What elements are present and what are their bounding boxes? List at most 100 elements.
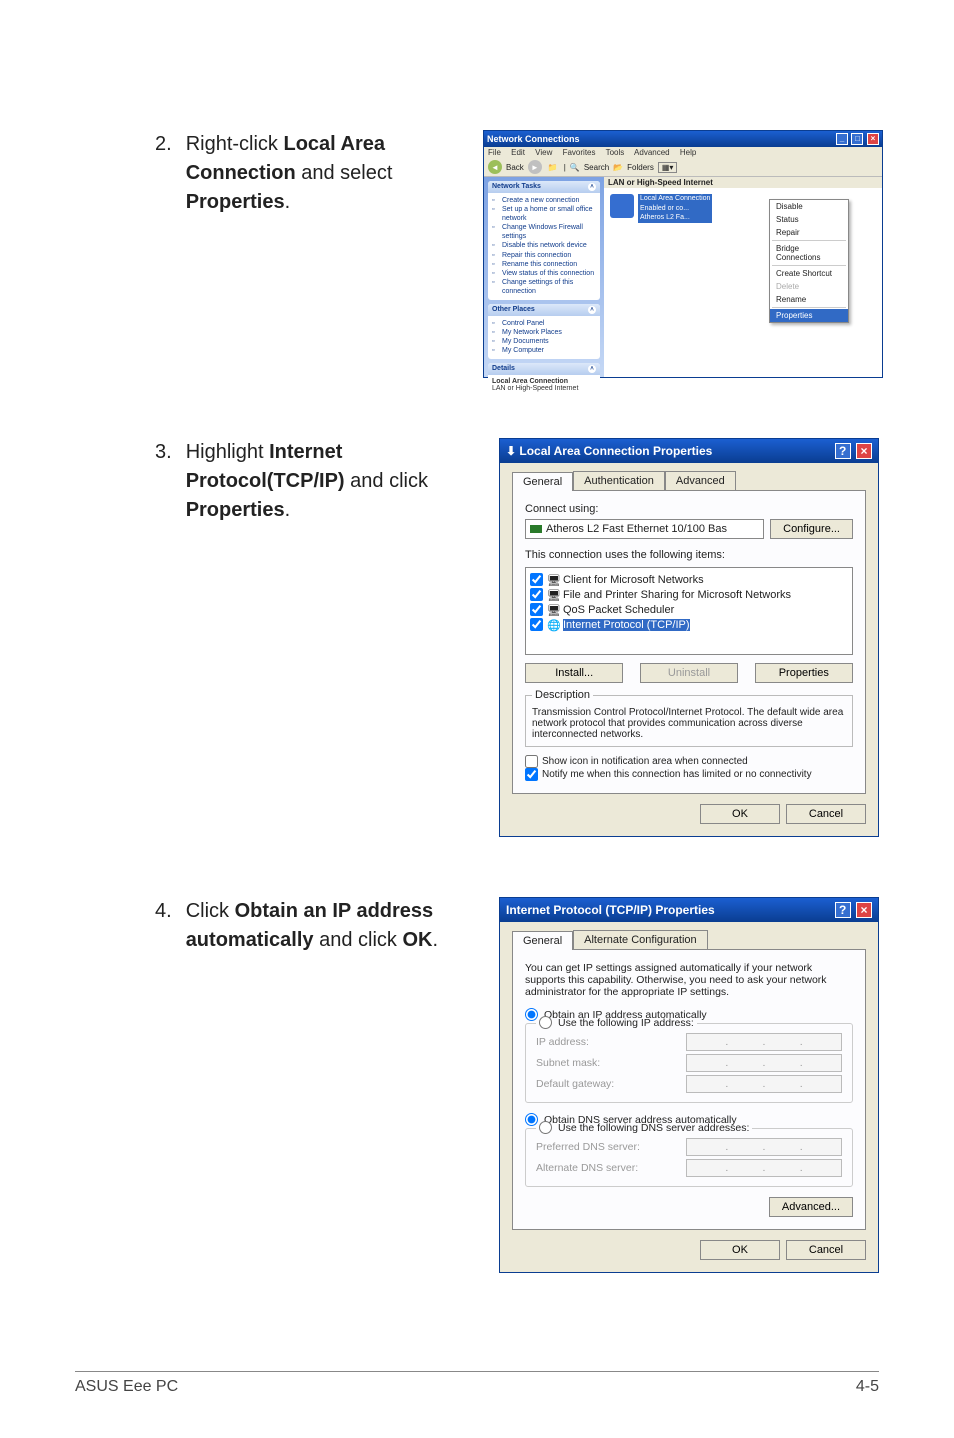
ctx-item[interactable]: Repair xyxy=(770,226,848,239)
sidebar-item[interactable]: Disable this network device xyxy=(502,241,587,250)
sidebar-item[interactable]: View status of this connection xyxy=(502,269,594,278)
search-icon[interactable]: 🔍 xyxy=(570,163,580,172)
uses-label: This connection uses the following items… xyxy=(525,549,853,561)
chevron-icon[interactable]: ˄ xyxy=(588,306,596,314)
up-icon[interactable]: 📁 xyxy=(546,160,560,174)
list-item[interactable]: 🌐Internet Protocol (TCP/IP) xyxy=(530,617,848,632)
sidebar-item[interactable]: Repair this connection xyxy=(502,251,571,260)
sidebar-item[interactable]: Create a new connection xyxy=(502,196,579,205)
checkbox[interactable] xyxy=(530,588,543,601)
ctx-item[interactable]: Rename xyxy=(770,293,848,306)
install-button[interactable]: Install... xyxy=(525,663,623,683)
radio-auto-dns[interactable] xyxy=(525,1113,538,1126)
close-icon[interactable]: × xyxy=(867,133,879,145)
sidebar-item[interactable]: Change settings of this connection xyxy=(502,278,596,296)
ctx-item-properties[interactable]: Properties xyxy=(770,309,848,322)
folders-icon[interactable]: 📂 xyxy=(613,163,623,172)
properties-button[interactable]: Properties xyxy=(755,663,853,683)
views-icon[interactable]: ▦▾ xyxy=(658,162,678,173)
close-icon[interactable]: × xyxy=(856,902,872,918)
ctx-item[interactable]: Status xyxy=(770,213,848,226)
list-item[interactable]: 🖥File and Printer Sharing for Microsoft … xyxy=(530,587,848,602)
folders-label: Folders xyxy=(627,163,654,172)
checkbox[interactable] xyxy=(530,603,543,616)
forward-icon[interactable]: ► xyxy=(528,160,542,174)
menu-item[interactable]: Help xyxy=(680,148,696,157)
sidebar-item[interactable]: Change Windows Firewall settings xyxy=(502,223,596,241)
ok-button[interactable]: OK xyxy=(700,1240,780,1260)
check-label: Notify me when this connection has limit… xyxy=(542,769,812,780)
radio-static-dns[interactable] xyxy=(539,1121,552,1134)
checkbox[interactable] xyxy=(530,573,543,586)
menu-item[interactable]: File xyxy=(488,148,501,157)
tab-general[interactable]: General xyxy=(512,931,573,950)
help-icon[interactable]: ? xyxy=(835,902,851,918)
text: . xyxy=(285,499,291,521)
sidebar-item[interactable]: My Network Places xyxy=(502,328,562,337)
text: and click xyxy=(350,470,428,492)
menu-item[interactable]: Advanced xyxy=(634,148,670,157)
titlebar: Network Connections _ □ × xyxy=(484,131,882,147)
ip-input: ... xyxy=(686,1033,842,1051)
details-name: Local Area Connection xyxy=(492,378,568,385)
minimize-icon[interactable]: _ xyxy=(836,133,848,145)
menu-item[interactable]: Edit xyxy=(511,148,525,157)
radio-static-ip[interactable] xyxy=(539,1016,552,1029)
description-text: Transmission Control Protocol/Internet P… xyxy=(532,707,843,740)
sidebar-item[interactable]: Rename this connection xyxy=(502,260,577,269)
menu-item[interactable]: View xyxy=(535,148,552,157)
back-icon[interactable]: ◄ xyxy=(488,160,502,174)
network-tasks-panel: Network Tasks˄ ▫Create a new connection … xyxy=(488,181,600,300)
list-item[interactable]: 🖥QoS Packet Scheduler xyxy=(530,602,848,617)
tcpip-properties-dialog: Internet Protocol (TCP/IP) Properties ? … xyxy=(499,897,879,1273)
text: and click xyxy=(319,929,402,951)
advanced-button[interactable]: Advanced... xyxy=(769,1197,853,1217)
maximize-icon[interactable]: □ xyxy=(851,133,863,145)
menu-item[interactable]: Tools xyxy=(606,148,625,157)
radio-auto-ip[interactable] xyxy=(525,1008,538,1021)
step-body: Click Obtain an IP address automatically… xyxy=(186,897,455,955)
lan-properties-dialog: ⬇ Local Area Connection Properties ? × G… xyxy=(499,438,879,837)
close-icon[interactable]: × xyxy=(856,443,872,459)
chevron-icon[interactable]: ˄ xyxy=(588,183,596,191)
help-icon[interactable]: ? xyxy=(835,443,851,459)
ctx-item: Delete xyxy=(770,280,848,293)
cancel-button[interactable]: Cancel xyxy=(786,804,866,824)
text: Highlight xyxy=(186,441,269,463)
connect-using-label: Connect using: xyxy=(525,503,853,515)
checkbox[interactable] xyxy=(525,768,538,781)
adapter-field: Atheros L2 Fast Ethernet 10/100 Bas xyxy=(525,519,764,539)
ctx-item[interactable]: Bridge Connections xyxy=(770,242,848,264)
tab-advanced[interactable]: Advanced xyxy=(665,471,736,490)
sidebar-item[interactable]: My Documents xyxy=(502,337,549,346)
toolbar: ◄ Back ► 📁 | 🔍 Search 📂 Folders ▦▾ xyxy=(484,158,882,177)
sidebar-item[interactable]: My Computer xyxy=(502,346,544,355)
back-label: Back xyxy=(506,163,524,172)
task-icon: ▫ xyxy=(492,269,499,276)
ok-button[interactable]: OK xyxy=(700,804,780,824)
tab-general[interactable]: General xyxy=(512,472,573,491)
sidebar-item[interactable]: Control Panel xyxy=(502,319,544,328)
chevron-icon[interactable]: ˄ xyxy=(588,365,596,373)
sidebar-item[interactable]: Set up a home or small office network xyxy=(502,205,596,223)
ctx-item[interactable]: Create Shortcut xyxy=(770,267,848,280)
tab-altconfig[interactable]: Alternate Configuration xyxy=(573,930,708,949)
details-panel: Details˄ Local Area Connection LAN or Hi… xyxy=(488,363,600,396)
checkbox[interactable] xyxy=(530,618,543,631)
list-item[interactable]: 🖥Client for Microsoft Networks xyxy=(530,572,848,587)
menu-item[interactable]: Favorites xyxy=(563,148,596,157)
configure-button[interactable]: Configure... xyxy=(770,519,853,539)
checkbox[interactable] xyxy=(525,755,538,768)
step-text: 2. Right-click Local Area Connection and… xyxy=(155,130,455,217)
ip-label: IP address: xyxy=(536,1036,686,1048)
cancel-button[interactable]: Cancel xyxy=(786,1240,866,1260)
step-3: 3. Highlight Internet Protocol(TCP/IP) a… xyxy=(155,438,879,837)
ctx-item[interactable]: Disable xyxy=(770,200,848,213)
text: Right-click xyxy=(186,133,284,155)
dns1-label: Preferred DNS server: xyxy=(536,1141,686,1153)
tab-auth[interactable]: Authentication xyxy=(573,471,665,490)
connection-name: Local Area Connection xyxy=(638,194,712,204)
step-4: 4. Click Obtain an IP address automatica… xyxy=(155,897,879,1273)
ip-fields-group: Use the following IP address: IP address… xyxy=(525,1023,853,1103)
components-list: 🖥Client for Microsoft Networks 🖥File and… xyxy=(525,567,853,655)
